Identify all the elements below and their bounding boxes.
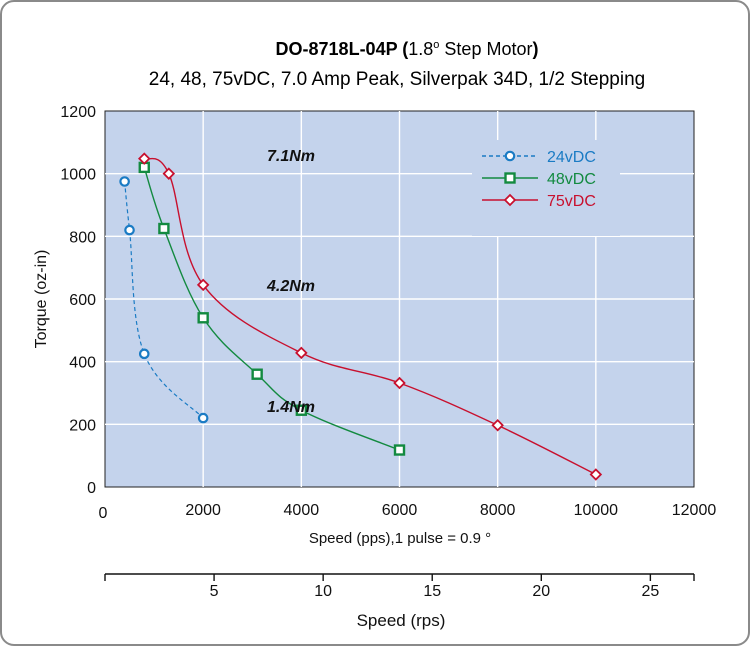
y-tick-label: 200 (69, 417, 96, 434)
data-point (491, 419, 504, 432)
y-tick-label: 800 (69, 229, 96, 246)
title-paren-close: ) (532, 39, 538, 59)
rps-axis-label: Speed (rps) (357, 611, 446, 630)
x-tick-label: 8000 (480, 502, 516, 519)
title-model: DO-8718L-04P (276, 39, 398, 59)
y-axis-ticks: 0 200 400 600 800 1000 1200 (60, 104, 96, 497)
y-axis-label: Torque (oz-in) (33, 250, 50, 349)
legend-marker (503, 193, 517, 207)
y-tick-label: 1000 (60, 167, 96, 184)
legend-marker (504, 150, 516, 162)
legend-label: 24vDC (547, 149, 596, 166)
x-tick-label: 10000 (574, 502, 619, 519)
data-point (251, 368, 263, 380)
rps-tick-label: 5 (210, 583, 219, 600)
y-tick-label: 0 (87, 480, 96, 497)
chart-title: DO-8718L-04P (1.8o Step Motor) (276, 39, 539, 59)
series-24vDC (119, 176, 209, 424)
title-paren-text: Step Motor (439, 39, 532, 59)
legend: 24vDC 48vDC 75vDC (472, 140, 620, 236)
title-degree: o (433, 39, 439, 51)
title-paren-open: ( (397, 39, 408, 59)
chart-subtitle: 24, 48, 75vDC, 7.0 Amp Peak, Silverpak 3… (149, 69, 645, 90)
legend-label: 48vDC (547, 171, 596, 188)
series-75vDC (137, 152, 603, 481)
rps-tick-label: 10 (314, 583, 332, 600)
rps-axis: 5 10 15 20 25 (104, 573, 695, 600)
torque-annotations: 7.1Nm 4.2Nm 1.4Nm (266, 148, 315, 416)
data-point (295, 404, 308, 416)
y-tick-label: 600 (69, 292, 96, 309)
data-point (137, 152, 151, 165)
data-point (124, 224, 135, 236)
data-point (162, 167, 176, 180)
annotation-label: 7.1Nm (267, 148, 315, 165)
annotation-label: 4.2Nm (266, 278, 315, 295)
series-48vDC (138, 161, 406, 456)
data-point (393, 444, 406, 456)
rps-tick-label: 15 (423, 583, 441, 600)
data-point (589, 468, 603, 481)
data-point (197, 412, 209, 424)
legend-label: 75vDC (547, 193, 596, 210)
data-point (393, 376, 406, 390)
x-tick-label: 6000 (382, 502, 418, 519)
title-angle-value: 1.8 (408, 39, 433, 59)
x-tick-label: 4000 (284, 502, 320, 519)
y-tick-label: 400 (69, 355, 96, 372)
legend-marker (504, 172, 516, 184)
data-point (138, 348, 150, 360)
y-tick-label: 1200 (60, 104, 96, 121)
data-point (196, 278, 210, 292)
legend-box (472, 140, 620, 236)
x-axis-ticks: 0 2000 4000 6000 8000 10000 12000 (99, 502, 717, 522)
data-series (119, 152, 603, 481)
data-point (119, 176, 130, 187)
x-axis-label: Speed (pps),1 pulse = 0.9 ° (309, 530, 491, 547)
series-line (124, 181, 204, 419)
data-point (197, 312, 209, 324)
rps-tick-label: 20 (532, 583, 550, 600)
data-point (295, 346, 308, 360)
x-tick-label: 0 (99, 505, 108, 522)
rps-tick-label: 25 (641, 583, 659, 600)
x-tick-label: 2000 (185, 502, 221, 519)
data-point (158, 222, 170, 235)
annotation-label: 1.4Nm (267, 399, 315, 416)
x-tick-label: 12000 (672, 502, 717, 519)
